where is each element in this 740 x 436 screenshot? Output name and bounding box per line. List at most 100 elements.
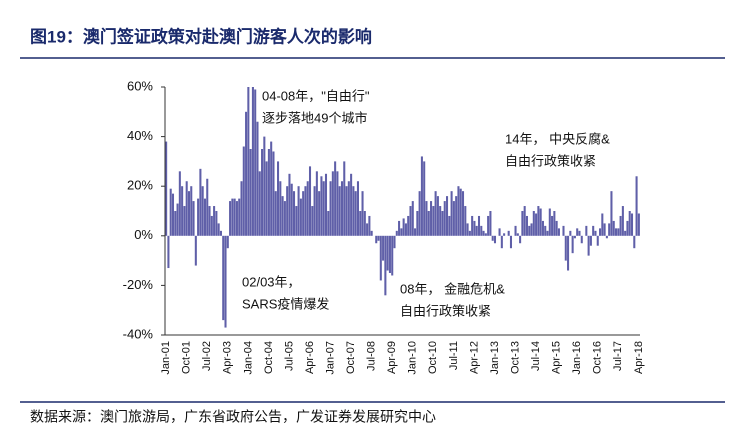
- bar: [528, 225, 531, 236]
- source-note: 数据来源：澳门旅游局，广东省政府公告，广发证券发展研究中心: [30, 409, 436, 425]
- x-tick-label: Jul-11: [448, 341, 460, 370]
- bar: [537, 206, 540, 236]
- bar: [219, 230, 222, 236]
- bar: [206, 178, 209, 236]
- x-tick-label: Apr-09: [386, 341, 398, 374]
- bar: [308, 166, 312, 236]
- bar: [621, 206, 624, 236]
- annotation: 08年， 金融危机&: [400, 281, 505, 296]
- bar: [238, 198, 241, 236]
- bar: [420, 156, 423, 236]
- x-tick-label: Oct-16: [592, 341, 604, 374]
- bar: [439, 206, 442, 236]
- bar: [635, 176, 638, 236]
- bar: [395, 230, 398, 236]
- bar: [608, 223, 611, 236]
- bar: [231, 198, 234, 236]
- bar: [240, 181, 243, 236]
- bar: [400, 228, 403, 236]
- bar: [215, 211, 218, 236]
- bar: [630, 213, 634, 236]
- x-tick-label: Apr-15: [551, 341, 563, 374]
- bar: [352, 186, 355, 236]
- bar: [224, 235, 227, 328]
- bar: [322, 181, 325, 236]
- y-tick-label: 40%: [127, 128, 153, 143]
- bar: [425, 201, 428, 236]
- bar: [491, 235, 494, 241]
- bar: [409, 206, 412, 236]
- bar: [576, 228, 579, 236]
- bar: [229, 201, 232, 236]
- bar: [414, 228, 417, 236]
- bar: [366, 223, 369, 236]
- bar: [327, 211, 330, 236]
- bar: [482, 230, 485, 236]
- y-tick-label: -40%: [123, 326, 154, 341]
- bar: [411, 201, 414, 236]
- bar: [203, 198, 206, 236]
- bar: [599, 228, 602, 236]
- annotation: 02/03年，: [242, 274, 301, 289]
- bar: [461, 191, 465, 236]
- bar: [633, 235, 636, 249]
- chart-title: 图19：澳门签证政策对赴澳门游客人次的影响: [30, 26, 372, 46]
- bar: [541, 220, 544, 236]
- bar: [370, 230, 373, 236]
- bar: [343, 161, 346, 236]
- bar: [315, 171, 318, 236]
- bar: [514, 225, 517, 236]
- bar: [402, 218, 405, 236]
- bar: [279, 181, 282, 236]
- bar: [452, 201, 455, 236]
- bar: [418, 191, 421, 236]
- bar: [283, 201, 286, 236]
- bar: [546, 230, 549, 236]
- bar: [178, 171, 181, 236]
- bar: [331, 171, 334, 236]
- bar: [181, 186, 184, 236]
- bar: [208, 206, 211, 236]
- bar: [535, 213, 538, 236]
- bar: [553, 211, 556, 236]
- bar: [592, 225, 595, 236]
- x-tick-label: Jul-17: [612, 341, 624, 371]
- bar: [165, 141, 168, 236]
- bar: [261, 149, 264, 236]
- bar: [525, 215, 528, 236]
- bar: [311, 206, 314, 236]
- bar: [272, 151, 275, 236]
- bar: [382, 235, 385, 261]
- y-tick-label: 60%: [127, 78, 153, 93]
- bar: [361, 191, 364, 236]
- bar: [605, 235, 608, 239]
- annotation: SARS疫情爆发: [242, 296, 329, 311]
- bar: [548, 208, 551, 236]
- bar: [587, 235, 590, 256]
- bar: [498, 228, 501, 236]
- bar: [187, 191, 191, 236]
- bar: [277, 161, 280, 236]
- bar: [443, 201, 446, 236]
- bar: [523, 206, 526, 236]
- bar: [614, 228, 618, 236]
- bar: [386, 235, 389, 271]
- bar: [466, 223, 469, 236]
- x-tick-label: Jan-13: [489, 341, 501, 375]
- bar: [580, 235, 583, 244]
- bar: [404, 223, 407, 236]
- bar: [480, 225, 483, 236]
- bar: [624, 230, 627, 236]
- bar: [292, 191, 296, 236]
- bar: [423, 161, 426, 236]
- bar: [242, 146, 245, 236]
- bar: [329, 181, 332, 236]
- bar: [557, 228, 560, 236]
- bar: [503, 233, 506, 236]
- bar: [288, 173, 291, 236]
- bar: [436, 196, 439, 236]
- bar: [290, 183, 293, 236]
- bar: [222, 235, 225, 321]
- bar: [532, 211, 535, 236]
